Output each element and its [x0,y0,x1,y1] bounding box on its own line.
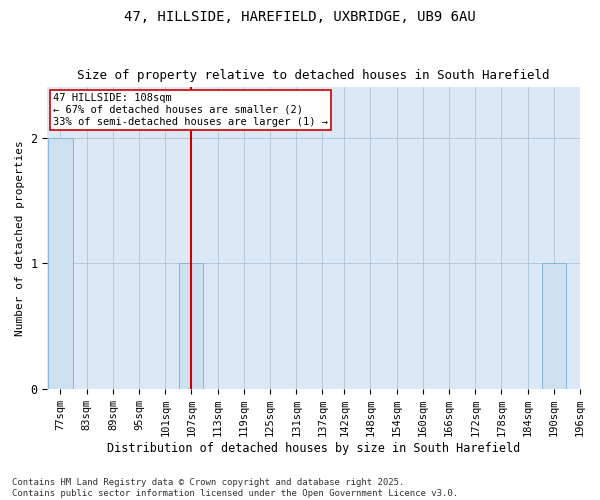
Bar [49,138,73,389]
X-axis label: Distribution of detached houses by size in South Harefield: Distribution of detached houses by size … [107,442,520,455]
Text: 47, HILLSIDE, HAREFIELD, UXBRIDGE, UB9 6AU: 47, HILLSIDE, HAREFIELD, UXBRIDGE, UB9 6… [124,10,476,24]
Title: Size of property relative to detached houses in South Harefield: Size of property relative to detached ho… [77,69,550,82]
Bar [179,264,203,389]
Y-axis label: Number of detached properties: Number of detached properties [15,140,25,336]
Text: Contains HM Land Registry data © Crown copyright and database right 2025.
Contai: Contains HM Land Registry data © Crown c… [12,478,458,498]
Text: 47 HILLSIDE: 108sqm
← 67% of detached houses are smaller (2)
33% of semi-detache: 47 HILLSIDE: 108sqm ← 67% of detached ho… [53,94,328,126]
Bar [542,264,566,389]
